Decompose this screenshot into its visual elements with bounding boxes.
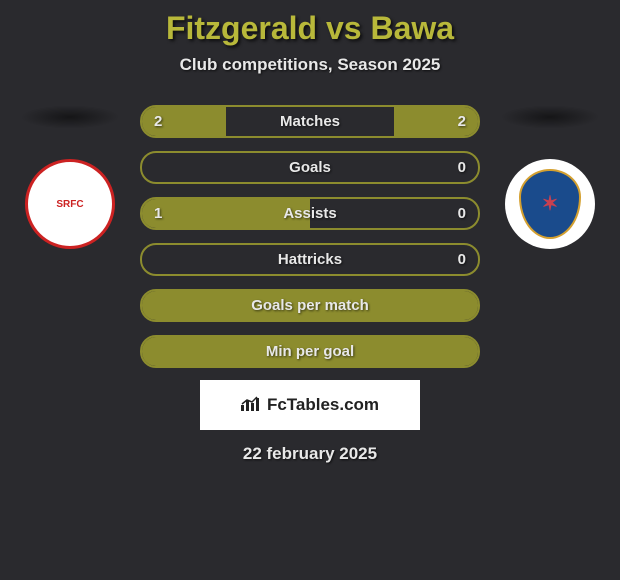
chart-icon (241, 395, 261, 416)
stat-label: Min per goal (266, 343, 354, 360)
stat-value-right: 0 (458, 159, 466, 176)
stat-row: 1 Assists 0 (140, 197, 480, 230)
page-title: Fitzgerald vs Bawa (0, 10, 620, 47)
stat-value-right: 2 (458, 113, 466, 130)
stat-value-right: 0 (458, 251, 466, 268)
main-area: SRFC 2Matches2Goals01Assists0Hattricks0G… (0, 105, 620, 368)
stat-value-right: 0 (458, 205, 466, 222)
stat-value-left: 1 (154, 205, 162, 222)
comparison-card: Fitzgerald vs Bawa Club competitions, Se… (0, 0, 620, 464)
right-team-badge: ✶ (505, 159, 595, 249)
brand-text: FcTables.com (267, 395, 379, 415)
stat-label: Goals (289, 159, 331, 176)
stat-row: 2 Matches 2 (140, 105, 480, 138)
brand-box: FcTables.com (200, 380, 420, 430)
stat-label: Goals per match (251, 297, 369, 314)
stat-value-left: 2 (154, 113, 162, 130)
stat-label: Assists (283, 205, 336, 222)
right-team-column: ✶ (500, 105, 600, 249)
left-team-badge: SRFC (25, 159, 115, 249)
left-badge-text: SRFC (56, 199, 83, 210)
shadow-ellipse (20, 105, 120, 129)
stat-label: Hattricks (278, 251, 342, 268)
stat-label: Matches (280, 113, 340, 130)
shadow-ellipse (500, 105, 600, 129)
date-text: 22 february 2025 (0, 444, 620, 464)
subtitle: Club competitions, Season 2025 (0, 55, 620, 75)
stat-row: Goals 0 (140, 151, 480, 184)
left-team-column: SRFC (20, 105, 120, 249)
stats-column: 2Matches2Goals01Assists0Hattricks0Goals … (140, 105, 480, 368)
stat-row: Hattricks 0 (140, 243, 480, 276)
stat-row: Min per goal (140, 335, 480, 368)
shield-icon: ✶ (519, 169, 581, 239)
stat-row: Goals per match (140, 289, 480, 322)
